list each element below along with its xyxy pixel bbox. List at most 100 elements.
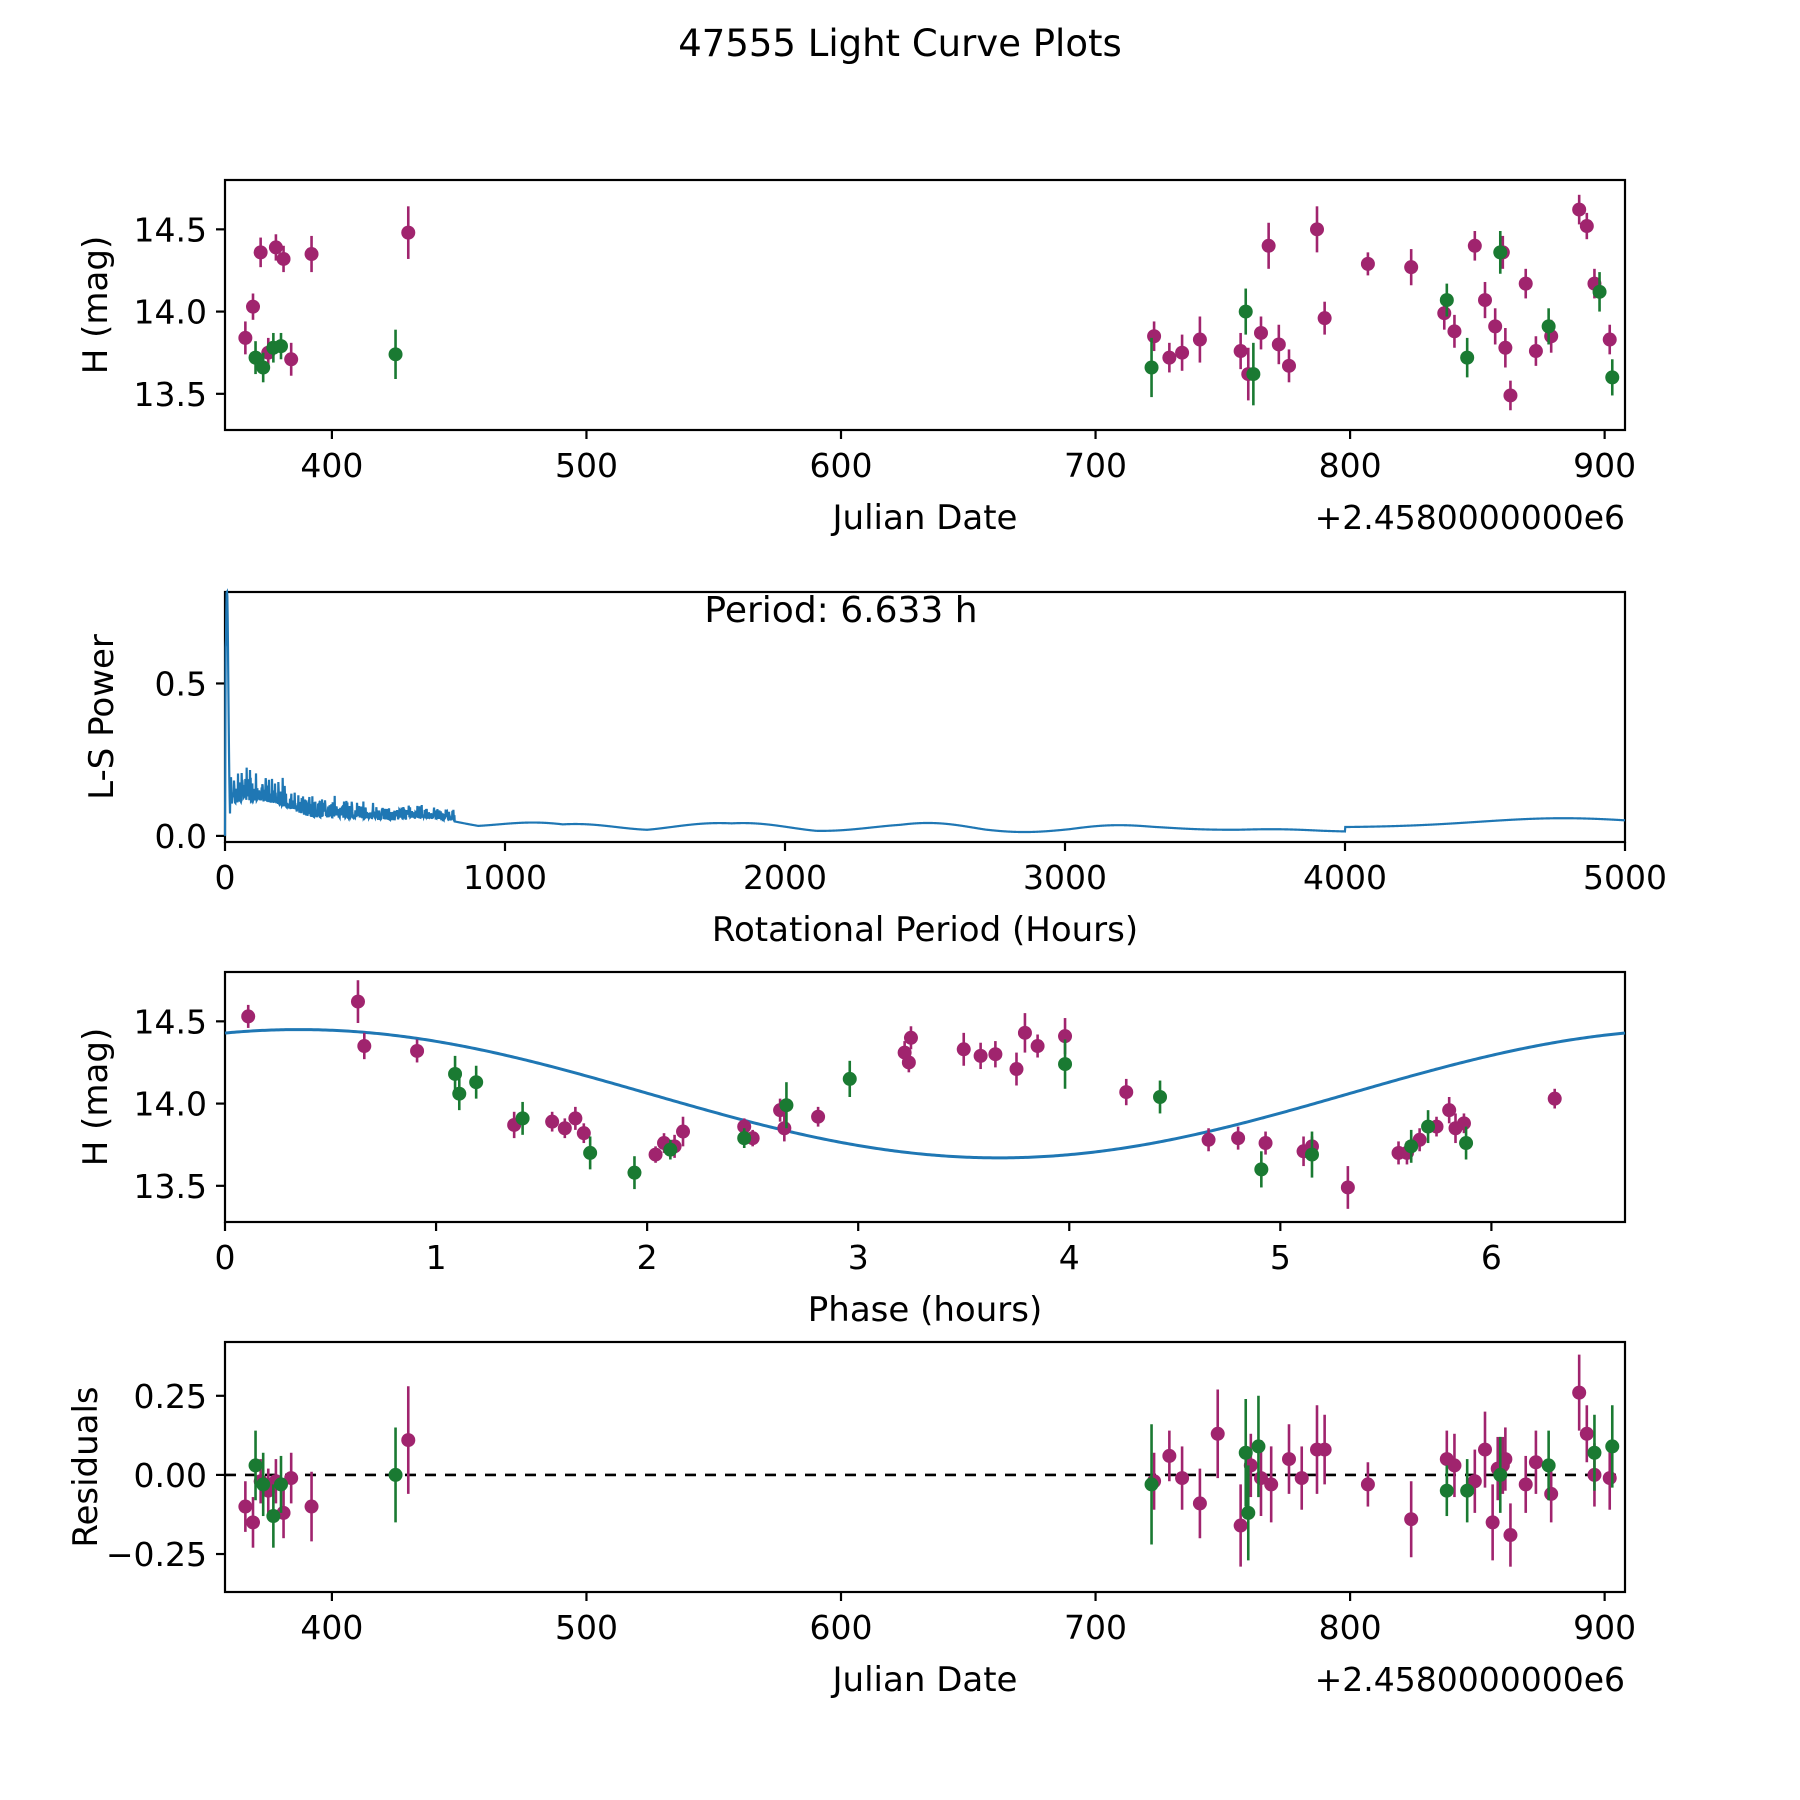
panel-residuals: 400 500 600 700 800 900 −0.25 0.00 0.25 Julian Da… bbox=[0, 1320, 1800, 1720]
data-point bbox=[1282, 358, 1296, 373]
x-axis-label: Julian Date bbox=[831, 498, 1018, 538]
data-point bbox=[1498, 1452, 1513, 1467]
data-point bbox=[1238, 304, 1253, 319]
data-point bbox=[1602, 1471, 1617, 1486]
data-point bbox=[1544, 1486, 1559, 1501]
data-point bbox=[1493, 1467, 1508, 1482]
data-series-series_a bbox=[241, 980, 1562, 1209]
x-axis-offset-label: +2.4580000000e6 bbox=[1315, 1660, 1625, 1699]
data-point bbox=[1460, 1483, 1475, 1498]
data-point bbox=[1518, 1477, 1533, 1492]
data-point bbox=[256, 1477, 271, 1492]
data-point bbox=[1254, 325, 1268, 340]
data-point bbox=[545, 1114, 560, 1129]
data-point bbox=[1119, 1085, 1134, 1100]
data-point bbox=[1467, 238, 1482, 253]
data-point bbox=[246, 1515, 260, 1530]
data-point bbox=[1439, 293, 1454, 308]
data-point bbox=[1592, 284, 1607, 299]
data-point bbox=[1547, 1091, 1562, 1106]
data-point bbox=[248, 1458, 263, 1473]
data-point bbox=[469, 1075, 484, 1090]
y-tick-label: 13.5 bbox=[134, 375, 207, 414]
data-point bbox=[1518, 276, 1533, 291]
data-point bbox=[1528, 344, 1543, 359]
data-point bbox=[973, 1048, 988, 1063]
data-point bbox=[1175, 1471, 1190, 1486]
data-point bbox=[388, 1467, 403, 1482]
y-tick-label: 14.5 bbox=[134, 210, 207, 249]
data-point bbox=[1456, 1116, 1471, 1131]
data-series-series_a bbox=[238, 1354, 1617, 1567]
data-point bbox=[1421, 1119, 1436, 1134]
x-tick-label: 500 bbox=[555, 446, 618, 485]
data-point bbox=[1493, 245, 1508, 260]
data-point bbox=[1459, 1136, 1474, 1151]
x-tick-label: 4 bbox=[1059, 1238, 1080, 1277]
data-point bbox=[274, 339, 288, 354]
plot-frame bbox=[223, 178, 1627, 432]
y-axis-label: H (mag) bbox=[76, 1028, 116, 1166]
data-point bbox=[238, 330, 253, 345]
data-point bbox=[1528, 1455, 1543, 1470]
data-point bbox=[1541, 319, 1556, 334]
x-tick-label: 600 bbox=[810, 446, 873, 485]
data-point bbox=[737, 1131, 752, 1146]
x-tick-label: 5 bbox=[1270, 1238, 1291, 1277]
data-point bbox=[1231, 1131, 1246, 1146]
y-tick-label: −0.25 bbox=[106, 1535, 207, 1574]
data-point bbox=[1317, 1442, 1332, 1457]
data-point bbox=[274, 1477, 288, 1492]
data-point bbox=[1271, 337, 1286, 352]
data-series-series_b bbox=[248, 1395, 1620, 1561]
data-point bbox=[1233, 344, 1248, 359]
y-tick-label: 0.5 bbox=[155, 664, 207, 703]
data-point bbox=[1058, 1029, 1073, 1044]
data-point bbox=[1447, 324, 1462, 339]
data-point bbox=[1439, 1483, 1454, 1498]
data-point bbox=[1467, 1474, 1482, 1489]
data-point bbox=[1144, 1477, 1159, 1492]
data-point bbox=[903, 1030, 918, 1045]
y-tick-label: 14.0 bbox=[134, 293, 207, 332]
residuals-plot: 400 500 600 700 800 900 −0.25 0.00 0.25 Julian Da… bbox=[66, 1340, 1636, 1700]
data-point bbox=[241, 1009, 256, 1024]
data-point bbox=[1478, 293, 1492, 308]
data-point bbox=[1192, 1496, 1207, 1511]
data-point bbox=[1294, 1471, 1309, 1486]
data-point bbox=[1175, 345, 1190, 360]
data-point bbox=[1017, 1025, 1032, 1040]
data-point bbox=[253, 245, 268, 260]
data-point bbox=[1144, 360, 1159, 375]
x-tick-label: 3 bbox=[848, 1238, 869, 1277]
data-point bbox=[1310, 222, 1324, 237]
y-tick-label: 13.5 bbox=[134, 1167, 207, 1206]
x-tick-label: 400 bbox=[300, 446, 363, 485]
data-point bbox=[1282, 1452, 1296, 1467]
x-tick-label: 2000 bbox=[743, 858, 827, 897]
data-point bbox=[1192, 332, 1207, 347]
data-point bbox=[1541, 1458, 1556, 1473]
data-point bbox=[266, 1509, 281, 1524]
data-point bbox=[1442, 1103, 1457, 1118]
data-point bbox=[1360, 1477, 1375, 1492]
y-tick-label: 0.00 bbox=[134, 1456, 207, 1495]
data-point bbox=[648, 1147, 663, 1162]
data-point bbox=[1340, 1180, 1355, 1195]
data-point bbox=[1602, 332, 1617, 347]
data-point bbox=[1264, 1477, 1279, 1492]
data-point bbox=[410, 1043, 425, 1058]
data-point bbox=[1009, 1062, 1024, 1077]
x-tick-label: 0 bbox=[215, 1238, 236, 1277]
periodogram-plot: 0 1000 2000 3000 4000 5000 0.0 0.5 Rotational Pe… bbox=[82, 588, 1667, 950]
data-point bbox=[357, 1039, 372, 1054]
data-point bbox=[1605, 1439, 1620, 1454]
panel-phased: 0 1 2 3 4 5 6 13.5 14.0 14.5 Phase (hours) H (mag) bbox=[0, 950, 1800, 1330]
phased-lightcurve-plot: 0 1 2 3 4 5 6 13.5 14.0 14.5 Phase (hours) H (mag) bbox=[76, 970, 1627, 1330]
x-tick-label: 800 bbox=[1319, 446, 1382, 485]
data-point bbox=[1251, 1439, 1266, 1454]
data-point bbox=[1404, 260, 1419, 275]
data-point bbox=[811, 1109, 826, 1124]
data-point bbox=[1579, 1426, 1594, 1441]
